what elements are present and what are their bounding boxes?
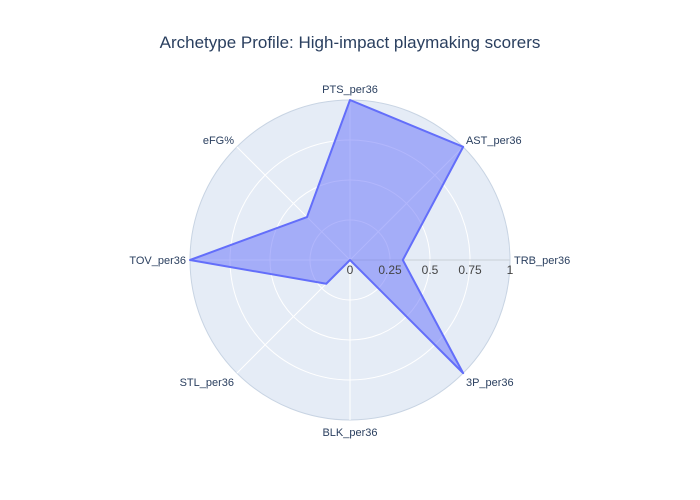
axis-label-3p-per36: 3P_per36 [466, 377, 514, 389]
radial-tick-label: 0 [347, 263, 354, 277]
axis-label-tov-per36: TOV_per36 [129, 255, 186, 267]
axis-label-blk-per36: BLK_per36 [322, 427, 377, 439]
chart-title: Archetype Profile: High-impact playmakin… [159, 33, 541, 52]
axis-label-stl-per36: STL_per36 [180, 377, 234, 389]
radial-tick-label: 0.25 [378, 263, 402, 277]
axis-label-trb-per36: TRB_per36 [514, 255, 570, 267]
radial-tick-label: 1 [507, 263, 514, 277]
radial-tick-label: 0.75 [458, 263, 482, 277]
axis-label-ast-per36: AST_per36 [466, 135, 522, 147]
axis-label-efg-: eFG% [203, 135, 234, 147]
radial-tick-label: 0.5 [422, 263, 439, 277]
axis-label-pts-per36: PTS_per36 [322, 84, 378, 96]
